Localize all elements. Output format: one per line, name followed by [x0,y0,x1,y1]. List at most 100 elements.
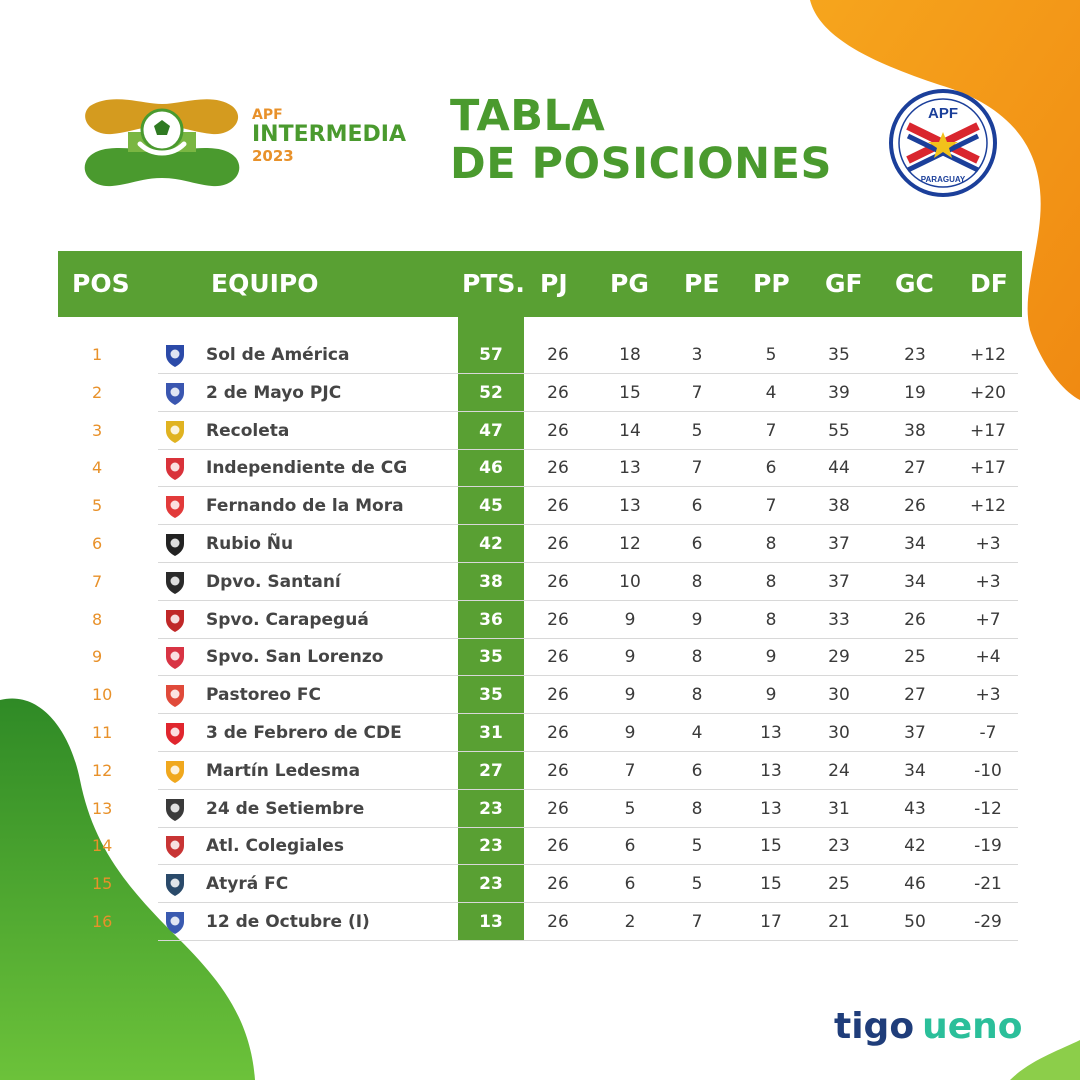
team-crest-icon [166,836,184,859]
cell-gc: 34 [904,534,926,554]
cell-pj: 26 [547,723,569,743]
logo-apf: APF [252,107,283,123]
cell-team: 12 de Octubre (I) [206,912,370,932]
cell-gf: 33 [828,609,850,630]
cell-pp: 9 [765,647,777,668]
cell-pg: 9 [624,609,636,630]
table-row: 16 12 de Octubre (I) 13 26 2 7 17 21 50 -29 [58,903,1018,941]
cell-pj: 26 [547,912,569,932]
table-row: 2 2 de Mayo PJC 52 26 15 7 4 39 19 +20 [58,374,1018,412]
cell-pos: 12 [92,760,113,780]
team-crest-icon [166,912,184,934]
team-crest-icon [166,571,184,594]
cell-pts: 45 [479,496,503,517]
logo-name: INTERMEDIA [252,122,406,147]
cell-pp: 7 [765,420,777,441]
team-crest-icon [166,874,184,897]
cell-pts: 47 [479,420,503,441]
cell-gc: 23 [904,345,926,365]
cell-pos: 14 [92,836,113,856]
cell-pj: 26 [547,571,569,592]
cell-gc: 46 [904,874,926,895]
team-crest-icon [166,382,184,405]
cell-gc: 25 [904,647,926,668]
col-pg: PG [610,269,649,298]
cell-gf: 44 [828,458,850,479]
cell-pg: 7 [624,760,636,781]
cell-pts: 31 [479,723,503,743]
cell-gc: 42 [904,836,926,857]
cell-team: Spvo. Carapeguá [206,609,369,630]
row-divider [158,751,1018,752]
team-crest-icon [166,723,184,745]
cell-gc: 38 [904,420,926,441]
cell-pe: 5 [691,836,703,857]
cell-pg: 13 [619,496,641,517]
cell-pj: 26 [547,760,569,781]
cell-pg: 10 [619,571,641,592]
cell-pj: 26 [547,685,569,706]
table-row: 13 24 de Setiembre 23 26 5 8 13 31 43 -12 [58,790,1018,828]
cell-gc: 26 [904,496,926,517]
cell-team: Recoleta [206,420,290,441]
cell-gc: 19 [904,382,926,403]
ueno-logo: ueno [922,1006,1023,1047]
badge-top-text: APF [928,105,958,122]
row-divider [158,410,1018,412]
team-crest-icon [166,647,184,670]
cell-gf: 55 [828,420,850,441]
cell-df: +3 [975,685,1001,706]
cell-pe: 6 [691,534,703,554]
cell-df: +12 [970,345,1006,365]
cell-pp: 7 [765,496,777,517]
team-crest-icon [166,534,184,556]
cell-team: Atyrá FC [206,874,289,895]
cell-team: Atl. Colegiales [206,836,344,857]
cell-pts: 23 [479,798,503,819]
cell-pts: 35 [479,685,503,706]
table-row: 1 Sol de América 57 26 18 3 5 35 23 +12 [58,336,1018,374]
cell-gc: 26 [904,609,926,630]
header: APF INTERMEDIA 2023 TABLA DE POSICIONES … [0,0,1080,240]
cell-pe: 3 [691,345,703,365]
team-crest-icon [166,458,184,481]
cell-gf: 21 [828,912,850,932]
cell-pj: 26 [547,382,569,403]
cell-gc: 34 [904,571,926,592]
table-row: 6 Rubio Ñu 42 26 12 6 8 37 34 +3 [58,525,1018,563]
cell-pe: 8 [691,685,703,706]
cell-pp: 9 [765,685,777,706]
table-row: 9 Spvo. San Lorenzo 35 26 9 8 9 29 25 +4 [58,638,1018,677]
cell-pj: 26 [547,345,569,365]
cell-pp: 13 [760,760,782,781]
team-crest-icon [166,798,184,821]
table-row: 3 Recoleta 47 26 14 5 7 55 38 +17 [58,412,1018,450]
cell-pos: 8 [92,609,103,629]
col-pos: POS [72,269,130,298]
cell-pe: 8 [691,571,703,592]
cell-pp: 15 [760,874,782,895]
col-equipo: EQUIPO [211,269,319,298]
cell-gc: 50 [904,912,926,932]
cell-pp: 13 [760,798,782,819]
cell-pg: 14 [619,420,641,441]
cell-pts: 52 [479,382,503,403]
cell-gf: 24 [828,760,850,781]
cell-df: -12 [974,798,1002,819]
cell-gf: 37 [828,571,850,592]
team-crest-icon [166,760,184,783]
cell-gc: 34 [904,760,926,781]
row-divider [158,940,1018,941]
cell-team: 24 de Setiembre [206,798,365,819]
title-line2: DE POSICIONES [450,139,833,189]
row-divider [158,902,1018,904]
cell-pj: 26 [547,609,569,630]
cell-pp: 17 [760,912,782,932]
team-crest-icon [166,685,184,708]
cell-pg: 13 [619,458,641,479]
cell-gc: 43 [904,798,926,819]
col-gc: GC [895,269,934,298]
cell-pg: 5 [624,798,636,819]
cell-pp: 4 [765,382,777,403]
